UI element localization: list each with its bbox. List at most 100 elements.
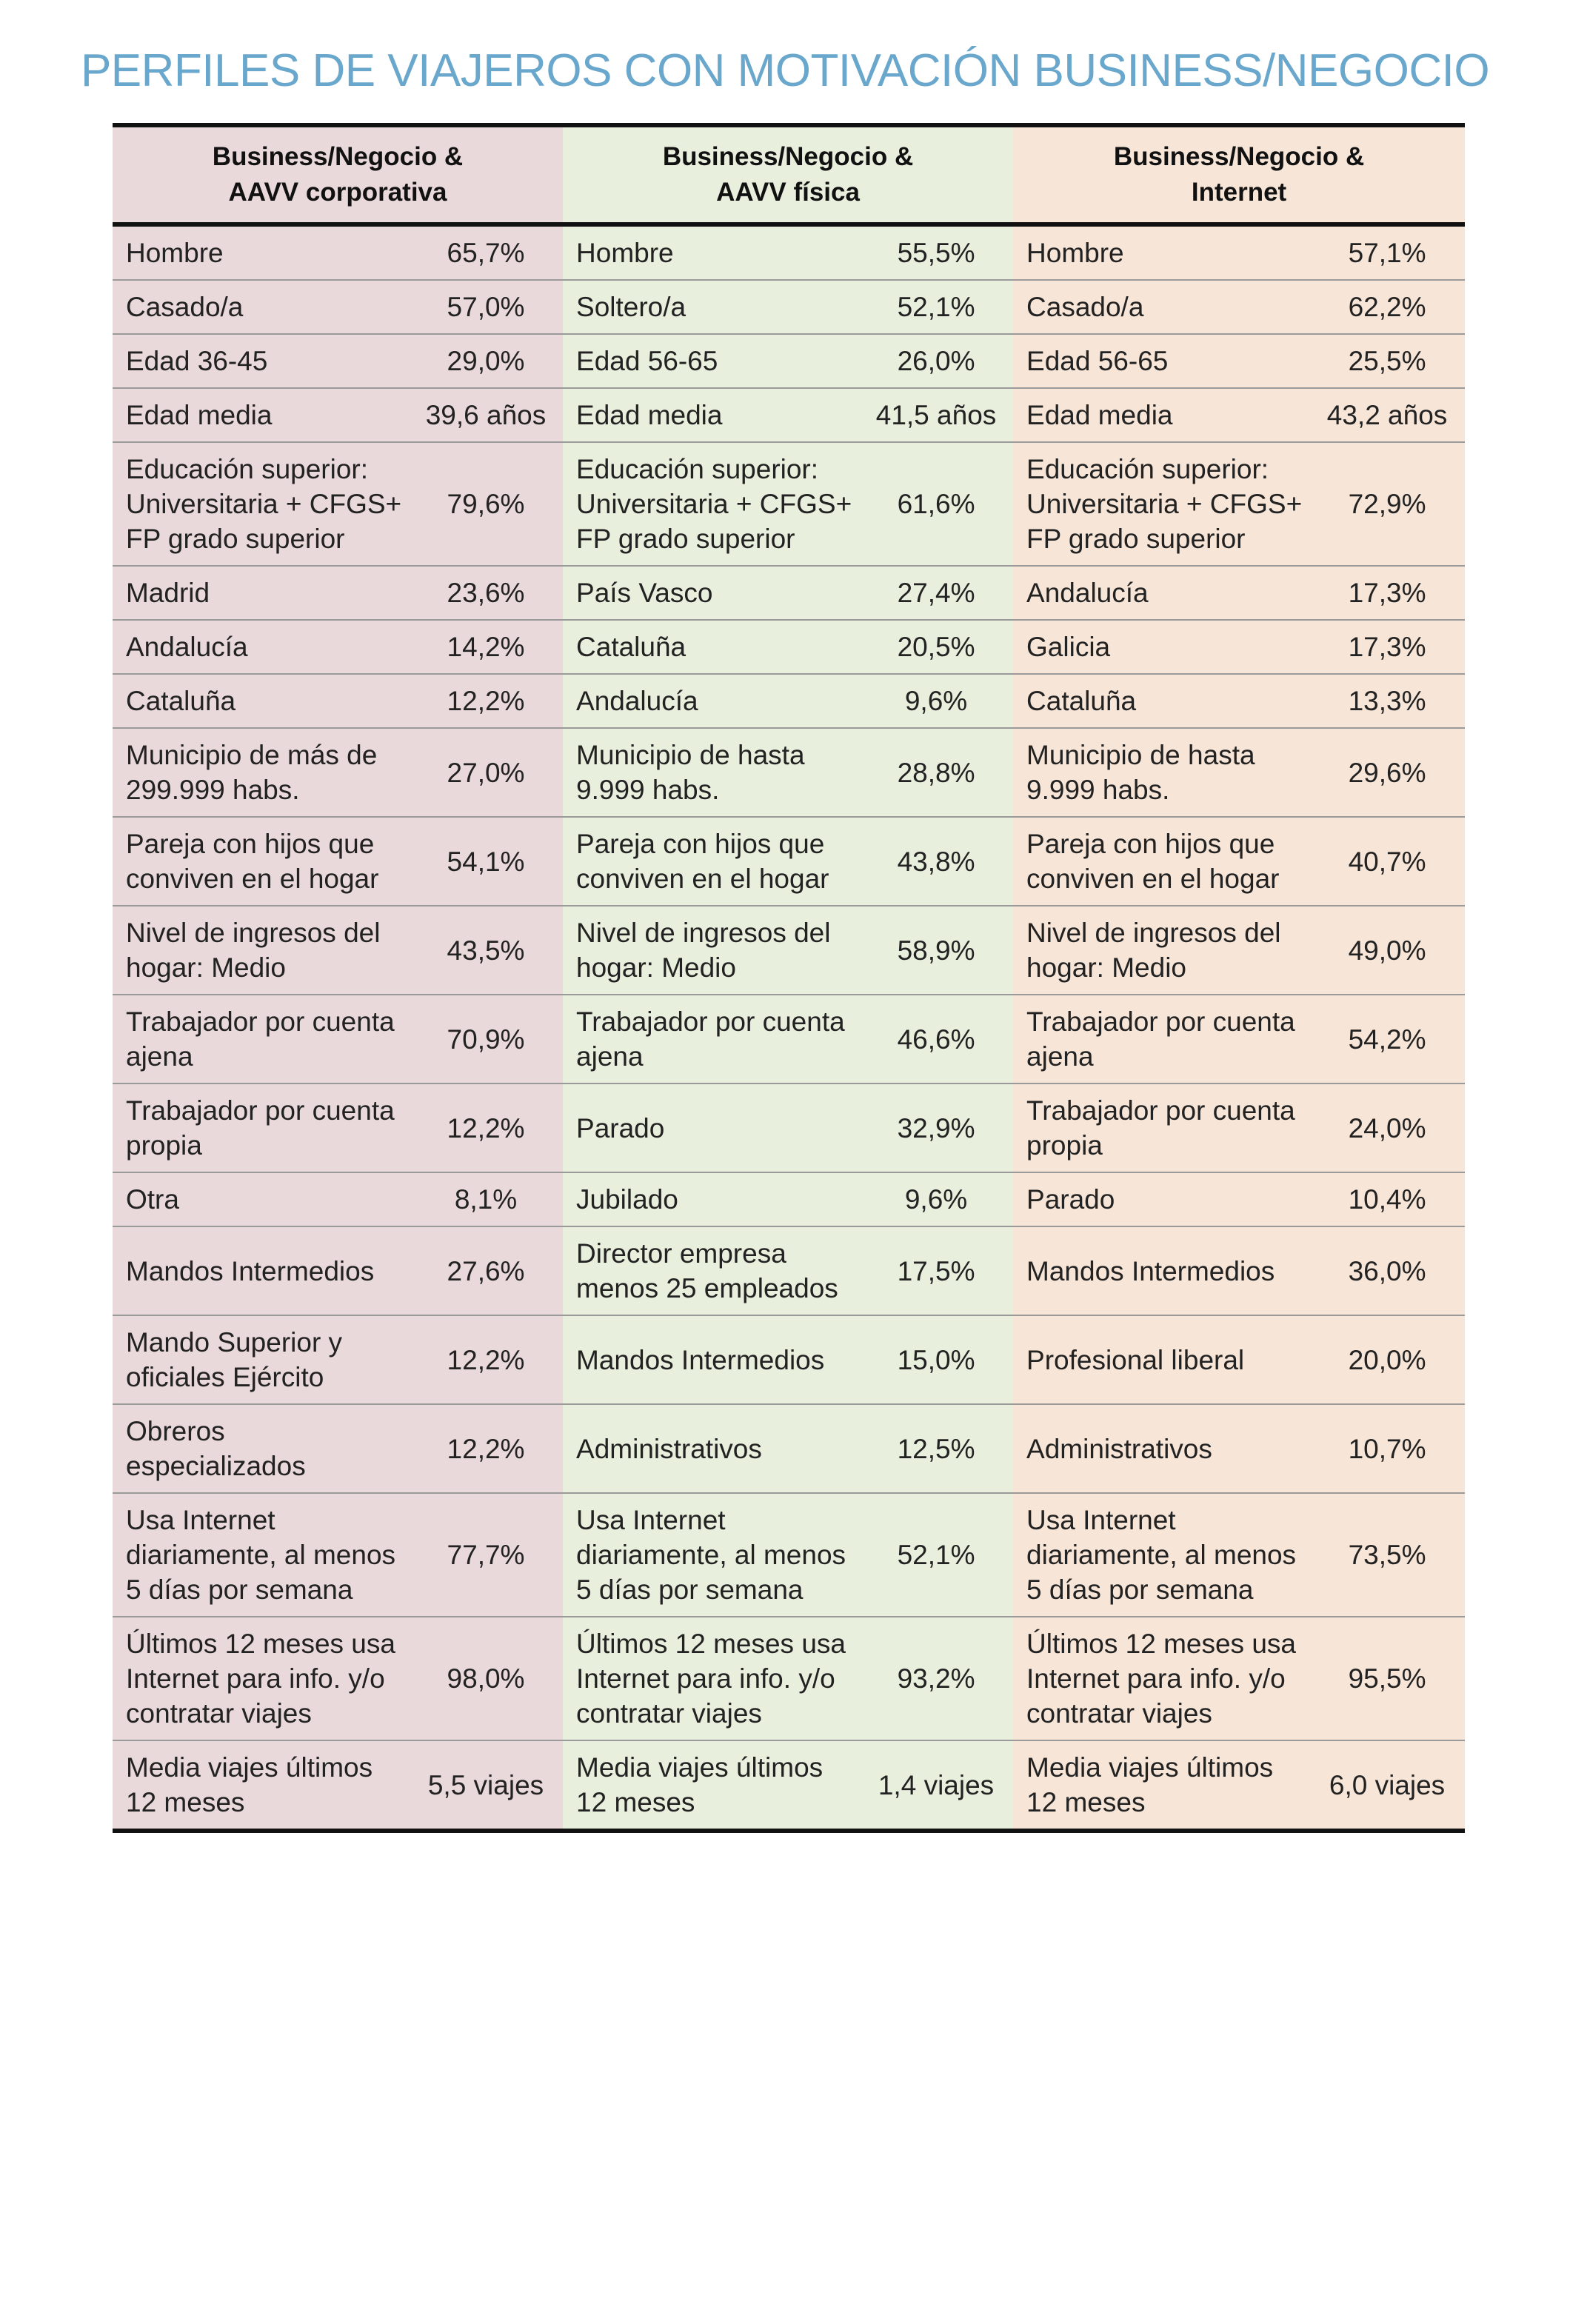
profile-value: 29,6% [1309, 728, 1466, 818]
profile-label: Mandos Intermedios [563, 1315, 860, 1405]
profile-value: 8,1% [409, 1172, 564, 1227]
header-line-1: Business/Negocio & [212, 142, 464, 171]
profile-label: Educación superior: Universitaria + CFGS… [563, 442, 860, 567]
profile-label: Municipio de hasta 9.999 habs. [563, 728, 860, 818]
profile-label: Cataluña [113, 674, 409, 729]
header-line-2: Internet [1191, 178, 1287, 207]
column-header-aavv-fisica: Business/Negocio & AAVV física [563, 125, 1014, 227]
profile-label: Hombre [563, 224, 860, 281]
profile-value: 1,4 viajes [859, 1740, 1014, 1831]
profile-label: Madrid [113, 566, 409, 621]
profile-label: Pareja con hijos que conviven en el hoga… [1013, 817, 1310, 906]
table-row: Edad 36-45 29,0% Edad 56-65 26,0% Edad 56-65… [113, 334, 1466, 389]
profile-value: 58,9% [859, 906, 1014, 995]
table-row: Trabajador por cuenta propia 12,2% Parado 3… [113, 1083, 1466, 1173]
profile-value: 98,0% [409, 1617, 564, 1741]
profile-label: Pareja con hijos que conviven en el hoga… [113, 817, 409, 906]
profile-label: Profesional liberal [1013, 1315, 1310, 1405]
profile-label: Pareja con hijos que conviven en el hoga… [563, 817, 860, 906]
profile-label: Usa Internet diariamente, al menos 5 día… [563, 1493, 860, 1617]
profile-value: 57,0% [409, 280, 564, 335]
profile-label: Soltero/a [563, 280, 860, 335]
profile-value: 12,5% [859, 1404, 1014, 1494]
profile-label: Andalucía [113, 620, 409, 675]
profile-label: Administrativos [1013, 1404, 1310, 1494]
profile-label: Edad media [1013, 388, 1310, 443]
profile-value: 65,7% [409, 224, 564, 281]
profile-value: 57,1% [1309, 224, 1466, 281]
table-row: Usa Internet diariamente, al menos 5 día… [113, 1493, 1466, 1617]
profile-value: 5,5 viajes [409, 1740, 564, 1831]
profile-value: 23,6% [409, 566, 564, 621]
table-row: Últimos 12 meses usa Internet para info.… [113, 1617, 1466, 1741]
table-row: Madrid 23,6% País Vasco 27,4% Andalucía 17,3% [113, 566, 1466, 621]
profile-value: 73,5% [1309, 1493, 1466, 1617]
profile-value: 17,3% [1309, 566, 1466, 621]
table-row: Pareja con hijos que conviven en el hoga… [113, 817, 1466, 906]
profile-value: 17,5% [859, 1226, 1014, 1316]
profile-label: Nivel de ingresos del hogar: Medio [113, 906, 409, 995]
profile-value: 27,6% [409, 1226, 564, 1316]
profile-value: 79,6% [409, 442, 564, 567]
profile-label: Nivel de ingresos del hogar: Medio [563, 906, 860, 995]
profile-value: 27,4% [859, 566, 1014, 621]
profile-label: Usa Internet diariamente, al menos 5 día… [1013, 1493, 1310, 1617]
profile-value: 54,2% [1309, 995, 1466, 1084]
profile-label: Municipio de hasta 9.999 habs. [1013, 728, 1310, 818]
profile-label: Jubilado [563, 1172, 860, 1227]
profile-label: Director empresa menos 25 empleados [563, 1226, 860, 1316]
profile-label: Trabajador por cuenta ajena [563, 995, 860, 1084]
page-title: PERFILES DE VIAJEROS CON MOTIVACIÓN BUSI… [80, 45, 1490, 96]
profile-value: 72,9% [1309, 442, 1466, 567]
profile-label: Cataluña [563, 620, 860, 675]
profile-label: Usa Internet diariamente, al menos 5 día… [113, 1493, 409, 1617]
profile-label: Parado [563, 1083, 860, 1173]
profile-value: 32,9% [859, 1083, 1014, 1173]
profile-label: Administrativos [563, 1404, 860, 1494]
profile-value: 40,7% [1309, 817, 1466, 906]
profile-label: Andalucía [563, 674, 860, 729]
table-row: Andalucía 14,2% Cataluña 20,5% Galicia 17,3% [113, 620, 1466, 675]
table-row: Municipio de más de 299.999 habs. 27,0% Mu… [113, 728, 1466, 818]
profile-value: 12,2% [409, 1404, 564, 1494]
profile-value: 61,6% [859, 442, 1014, 567]
profile-value: 17,3% [1309, 620, 1466, 675]
profile-value: 9,6% [859, 674, 1014, 729]
profile-label: Educación superior: Universitaria + CFGS… [113, 442, 409, 567]
table-row: Mandos Intermedios 27,6% Director empresa … [113, 1226, 1466, 1316]
table-row: Edad media 39,6 años Edad media 41,5 años Ed… [113, 388, 1466, 443]
header-row: Business/Negocio & AAVV corporativa Busi… [113, 125, 1466, 227]
profile-value: 43,8% [859, 817, 1014, 906]
profile-value: 55,5% [859, 224, 1014, 281]
profile-label: Mando Superior y oficiales Ejército [113, 1315, 409, 1405]
profile-value: 20,0% [1309, 1315, 1466, 1405]
profile-value: 95,5% [1309, 1617, 1466, 1741]
profile-value: 39,6 años [409, 388, 564, 443]
profile-value: 20,5% [859, 620, 1014, 675]
table-row: Otra 8,1% Jubilado 9,6% Parado 10,4% [113, 1172, 1466, 1227]
profile-label: Municipio de más de 299.999 habs. [113, 728, 409, 818]
profile-label: Andalucía [1013, 566, 1310, 621]
profile-value: 14,2% [409, 620, 564, 675]
profile-label: Últimos 12 meses usa Internet para info.… [1013, 1617, 1310, 1741]
profile-value: 26,0% [859, 334, 1014, 389]
profile-label: Últimos 12 meses usa Internet para info.… [113, 1617, 409, 1741]
profiles-table: Business/Negocio & AAVV corporativa Busi… [113, 123, 1466, 1833]
profile-value: 10,7% [1309, 1404, 1466, 1494]
profile-value: 12,2% [409, 1315, 564, 1405]
column-header-aavv-corporativa: Business/Negocio & AAVV corporativa [113, 125, 564, 227]
profile-value: 24,0% [1309, 1083, 1466, 1173]
profile-label: Media viajes últimos 12 meses [113, 1740, 409, 1831]
profile-label: Trabajador por cuenta ajena [113, 995, 409, 1084]
profile-value: 12,2% [409, 674, 564, 729]
profile-value: 41,5 años [859, 388, 1014, 443]
profile-value: 52,1% [859, 1493, 1014, 1617]
profile-label: Trabajador por cuenta ajena [1013, 995, 1310, 1084]
table-row: Casado/a 57,0% Soltero/a 52,1% Casado/a 62,2% [113, 280, 1466, 335]
profile-label: Trabajador por cuenta propia [1013, 1083, 1310, 1173]
profile-label: Edad media [113, 388, 409, 443]
profile-value: 28,8% [859, 728, 1014, 818]
table-row: Media viajes últimos 12 meses 5,5 viajes M… [113, 1740, 1466, 1831]
profile-label: Obreros especializados [113, 1404, 409, 1494]
profile-value: 52,1% [859, 280, 1014, 335]
